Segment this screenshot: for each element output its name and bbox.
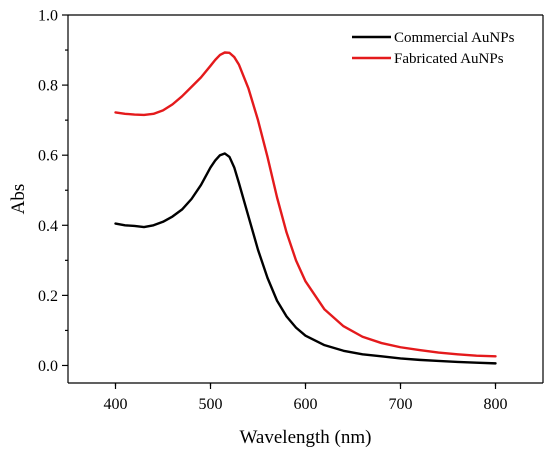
x-tick-label: 600 [294, 396, 318, 413]
y-tick-label: 1.0 [38, 8, 58, 25]
y-tick-label: 0.2 [38, 288, 58, 305]
x-axis-title: Wavelength (nm) [240, 427, 372, 448]
legend-label: Commercial AuNPs [394, 30, 515, 46]
y-axis-title: Abs [8, 184, 29, 215]
x-tick-label: 500 [199, 396, 223, 413]
legend: Commercial AuNPs Fabricated AuNPs [352, 30, 515, 67]
x-tick-label: 700 [389, 396, 413, 413]
y-tick-label: 0.0 [38, 358, 58, 375]
y-tick-label: 0.4 [38, 218, 58, 235]
ticks-layer: 400 500 600 700 800 0.0 0.2 0.4 0.6 0.8 1.0 [38, 8, 508, 414]
y-tick-label: 0.8 [38, 78, 58, 95]
axes-layer [67, 14, 544, 384]
series-line-1 [114, 152, 497, 365]
x-tick-label: 800 [484, 396, 508, 413]
series-layer [114, 51, 497, 365]
series-line-2 [114, 51, 497, 358]
y-tick-label: 0.6 [38, 148, 58, 165]
legend-label: Fabricated AuNPs [394, 51, 504, 67]
x-tick-label: 400 [104, 396, 128, 413]
